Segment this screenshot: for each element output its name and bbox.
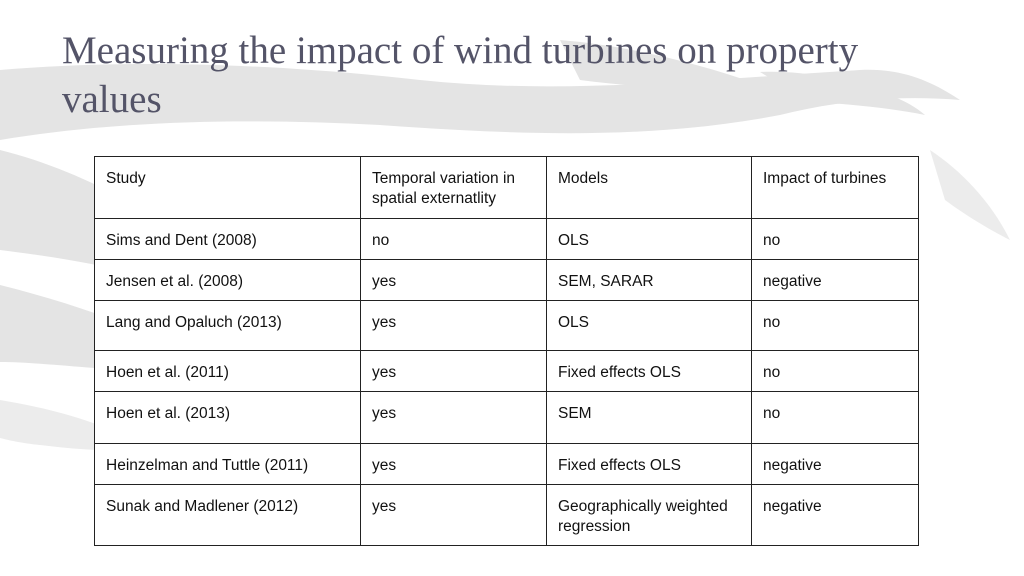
table-row: Hoen et al. (2011) yes Fixed effects OLS… — [94, 350, 919, 392]
cell-study: Heinzelman and Tuttle (2011) — [94, 443, 361, 485]
cell-study: Jensen et al. (2008) — [94, 259, 361, 301]
cell-temporal-variation: yes — [360, 350, 547, 392]
cell-temporal-variation: yes — [360, 443, 547, 485]
cell-study: Lang and Opaluch (2013) — [94, 300, 361, 351]
table-header-row: Study Temporal variation in spatial exte… — [94, 156, 919, 219]
cell-models: SEM, SARAR — [546, 259, 752, 301]
cell-impact: no — [751, 391, 919, 444]
column-header-impact: Impact of turbines — [751, 156, 919, 219]
cell-temporal-variation: yes — [360, 259, 547, 301]
cell-temporal-variation: yes — [360, 391, 547, 444]
cell-models: Fixed effects OLS — [546, 443, 752, 485]
cell-temporal-variation: no — [360, 218, 547, 260]
table-row: Lang and Opaluch (2013) yes OLS no — [94, 300, 919, 351]
cell-models: OLS — [546, 300, 752, 351]
cell-models: Geographically weighted regression — [546, 484, 752, 546]
cell-temporal-variation: yes — [360, 484, 547, 546]
cell-impact: negative — [751, 484, 919, 546]
column-header-temporal-variation: Temporal variation in spatial externatli… — [360, 156, 547, 219]
cell-impact: no — [751, 300, 919, 351]
cell-study: Sunak and Madlener (2012) — [94, 484, 361, 546]
cell-study: Sims and Dent (2008) — [94, 218, 361, 260]
table-row: Sunak and Madlener (2012) yes Geographic… — [94, 484, 919, 546]
table-row: Jensen et al. (2008) yes SEM, SARAR nega… — [94, 259, 919, 301]
table-row: Heinzelman and Tuttle (2011) yes Fixed e… — [94, 443, 919, 485]
cell-impact: negative — [751, 443, 919, 485]
cell-study: Hoen et al. (2011) — [94, 350, 361, 392]
column-header-models: Models — [546, 156, 752, 219]
studies-table: Study Temporal variation in spatial exte… — [94, 156, 919, 546]
cell-impact: negative — [751, 259, 919, 301]
cell-models: SEM — [546, 391, 752, 444]
column-header-study: Study — [94, 156, 361, 219]
cell-models: Fixed effects OLS — [546, 350, 752, 392]
page-title: Measuring the impact of wind turbines on… — [62, 29, 859, 121]
table-row: Hoen et al. (2013) yes SEM no — [94, 391, 919, 444]
cell-study: Hoen et al. (2013) — [94, 391, 361, 444]
cell-impact: no — [751, 218, 919, 260]
table-row: Sims and Dent (2008) no OLS no — [94, 218, 919, 260]
cell-temporal-variation: yes — [360, 300, 547, 351]
cell-models: OLS — [546, 218, 752, 260]
cell-impact: no — [751, 350, 919, 392]
